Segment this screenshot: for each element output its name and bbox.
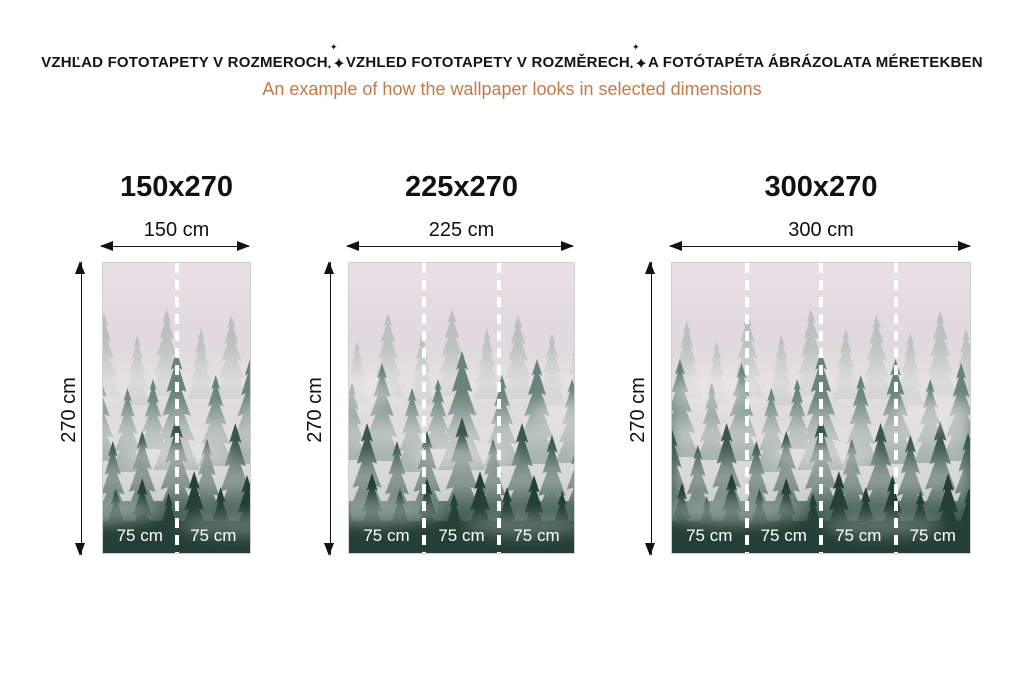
page-title: VZHĽAD FOTOTAPETY V ROZMEROCH ✦ ✦ ✦ VZHLED F… <box>0 42 1024 73</box>
height-arrow <box>644 261 655 556</box>
height-arrow <box>323 261 334 556</box>
panel-width-label: 75 cm <box>438 526 485 545</box>
width-arrow <box>346 240 574 251</box>
dimension-title-300x270: 300x270 <box>764 171 878 203</box>
sparkle-icon: ✦ ✦ ✦ <box>326 42 346 73</box>
panel-overlay: 75 cm 75 cm <box>103 263 250 553</box>
panel-divider-dashed-line <box>174 263 179 553</box>
title-part-cz: VZHLED FOTOTAPETY V ROZMĚRECH <box>345 54 630 71</box>
panel-overlay: 75 cm 75 cm 75 cm <box>349 263 574 553</box>
width-arrow <box>669 240 971 251</box>
height-label-270: 270 cm <box>627 377 649 443</box>
width-label-150: 150 cm <box>143 219 210 241</box>
page-subtitle: An example of how the wallpaper looks in… <box>262 79 762 99</box>
height-label-270: 270 cm <box>304 377 326 443</box>
panel-width-label: 75 cm <box>513 526 560 545</box>
panel-divider-dashed-line <box>496 263 501 553</box>
title-part-hu: A FOTÓTAPÉTA ÁBRÁZOLATA MÉRETEKBEN <box>647 54 983 71</box>
wallpaper-preview-300x270: 75 cm 75 cm 75 cm 75 cm <box>671 262 971 554</box>
panel-divider-dashed-line <box>893 263 898 553</box>
width-arrow <box>100 240 250 251</box>
panel-divider-dashed-line <box>421 263 426 553</box>
wallpaper-preview-225x270: 75 cm 75 cm 75 cm <box>348 262 575 554</box>
height-arrow <box>74 261 85 556</box>
panel-width-label: 75 cm <box>116 526 163 545</box>
panel-width-label: 75 cm <box>909 526 956 545</box>
panel-overlay: 75 cm 75 cm 75 cm 75 cm <box>672 263 970 553</box>
panel-divider-dashed-line <box>819 263 823 553</box>
panel-width-label: 75 cm <box>686 526 733 545</box>
panel-divider-dashed-line <box>744 263 749 553</box>
dimension-title-225x270: 225x270 <box>405 171 518 203</box>
height-label-270: 270 cm <box>58 377 80 443</box>
wallpaper-preview-150x270: 75 cm 75 cm <box>102 262 251 554</box>
panel-width-label: 75 cm <box>835 526 882 545</box>
dimension-title-150x270: 150x270 <box>120 171 233 203</box>
panel-width-label: 75 cm <box>363 526 410 545</box>
title-part-sk: VZHĽAD FOTOTAPETY V ROZMEROCH <box>41 54 328 71</box>
sparkle-icon: ✦ ✦ ✦ <box>628 42 648 73</box>
width-label-300: 300 cm <box>788 219 854 241</box>
width-label-225: 225 cm <box>428 219 495 241</box>
panel-width-label: 75 cm <box>190 526 237 545</box>
panel-width-label: 75 cm <box>760 526 807 545</box>
